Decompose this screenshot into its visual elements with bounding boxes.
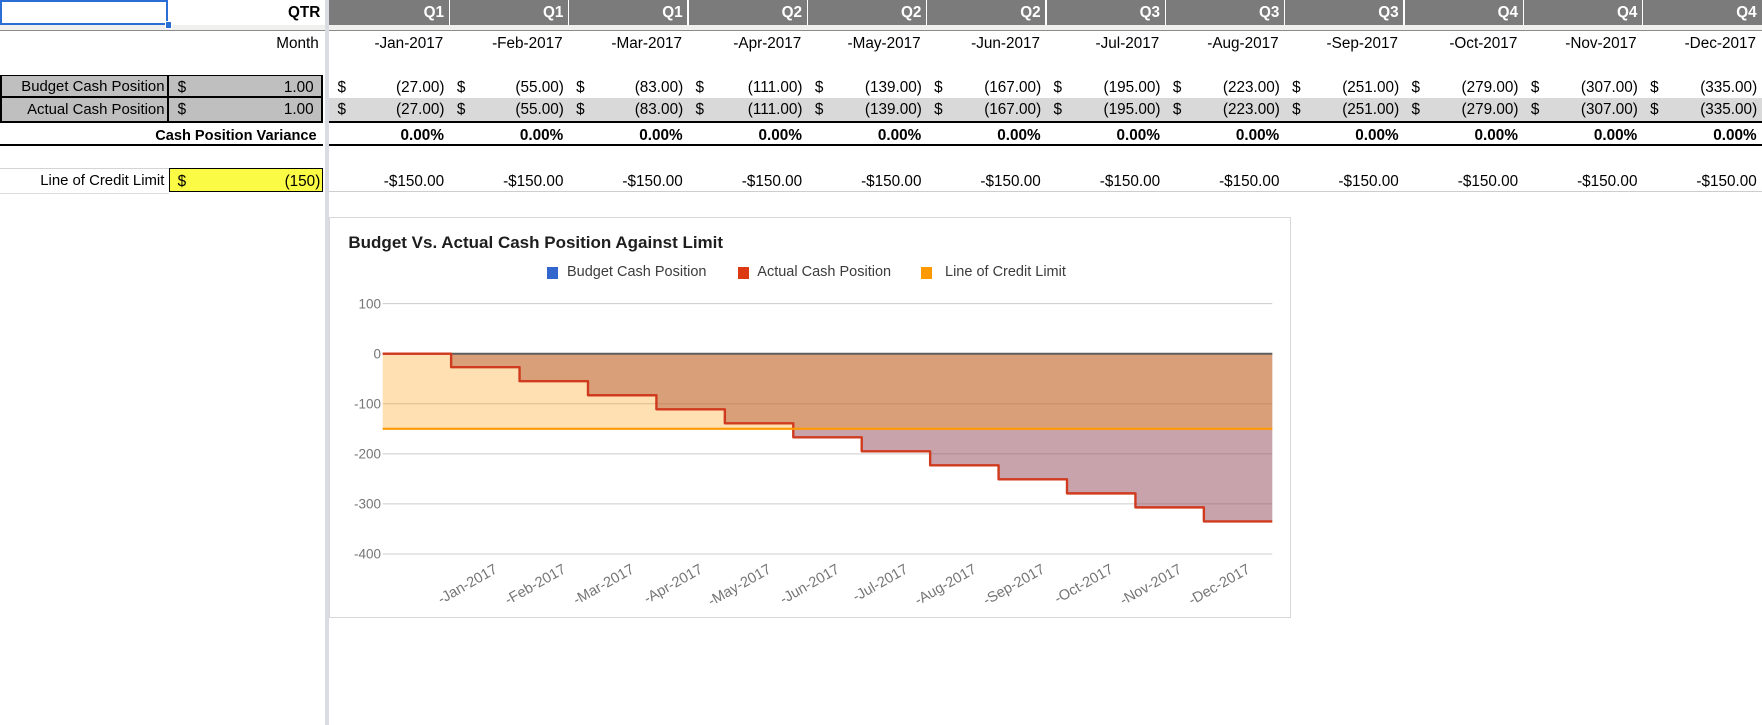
svg-text:-400: -400: [354, 546, 381, 561]
svg-text:-Dec-2017: -Dec-2017: [1186, 561, 1253, 608]
svg-text:-200: -200: [354, 446, 381, 461]
svg-text:-Jun-2017: -Jun-2017: [777, 561, 842, 607]
svg-text:-Nov-2017: -Nov-2017: [1117, 561, 1184, 608]
svg-text:-Sep-2017: -Sep-2017: [981, 561, 1048, 608]
svg-text:-Aug-2017: -Aug-2017: [912, 561, 979, 608]
svg-text:-Apr-2017: -Apr-2017: [641, 561, 705, 607]
svg-text:-Feb-2017: -Feb-2017: [502, 561, 568, 608]
svg-text:0: 0: [373, 346, 381, 361]
svg-text:-Oct-2017: -Oct-2017: [1052, 561, 1116, 607]
svg-text:-Mar-2017: -Mar-2017: [571, 561, 637, 608]
svg-text:-Jul-2017: -Jul-2017: [850, 561, 911, 605]
svg-text:-100: -100: [354, 396, 381, 411]
svg-text:-300: -300: [354, 496, 381, 511]
svg-text:100: 100: [358, 296, 381, 311]
svg-text:-May-2017: -May-2017: [706, 561, 775, 609]
svg-text:-Jan-2017: -Jan-2017: [435, 561, 500, 607]
